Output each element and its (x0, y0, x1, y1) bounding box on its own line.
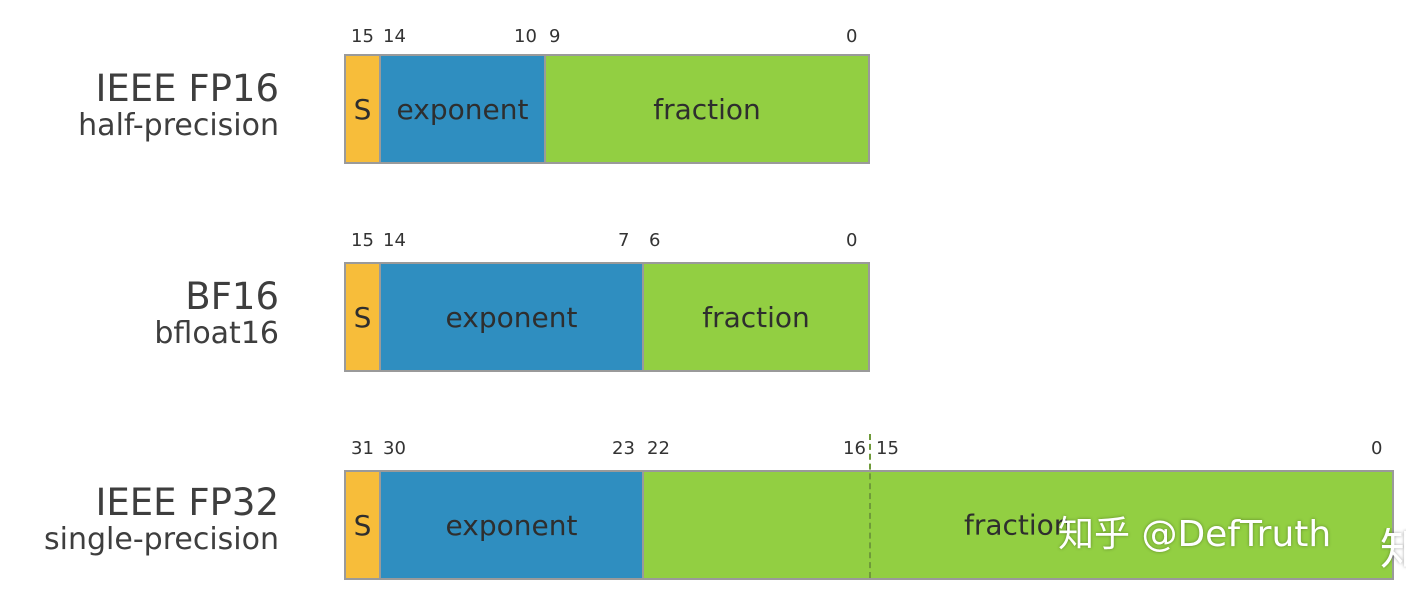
fp32-bit-frac-start: 22 (647, 438, 670, 459)
fp16-bit-frac-end: 0 (846, 26, 858, 47)
bf16-subtitle: bfloat16 (154, 316, 279, 351)
fp16-bit-exp-end: 10 (514, 26, 537, 47)
bf16-name: BF16 (185, 275, 279, 318)
bf16-title: BF16 bfloat16 (154, 278, 279, 349)
fp16-exponent-segment: exponent (381, 56, 546, 162)
bf16-bit-exp-start: 14 (383, 230, 406, 251)
bf16-bit-frac-end: 0 (846, 230, 858, 251)
fp32-fraction-label: fraction (964, 508, 1072, 542)
fp16-bar: S exponent fraction (344, 54, 870, 164)
fp32-name: IEEE FP32 (95, 481, 279, 524)
fp32-bar: S exponent fraction (344, 470, 1394, 580)
bf16-bar: S exponent fraction (344, 262, 870, 372)
fp16-bit-sign: 15 (351, 26, 374, 47)
bf16-bit-exp-end: 7 (618, 230, 630, 251)
fp16-title: IEEE FP16 half-precision (78, 70, 279, 141)
fp32-bit-frac-end: 0 (1371, 438, 1383, 459)
fp32-bit-exp-end: 23 (612, 438, 635, 459)
fp32-bit-sign: 31 (351, 438, 374, 459)
bf16-sign-segment: S (346, 264, 381, 370)
watermark-text: 知乎 @DefTruth (1058, 514, 1332, 555)
bf16-bit-frac-start: 6 (649, 230, 661, 251)
fp32-bit-exp-start: 30 (383, 438, 406, 459)
fp32-title: IEEE FP32 single-precision (44, 484, 279, 555)
fp32-half-divider (869, 434, 871, 578)
bf16-bit-sign: 15 (351, 230, 374, 251)
fp32-exponent-segment: exponent (381, 472, 644, 578)
fp16-bit-frac-start: 9 (549, 26, 561, 47)
bf16-fraction-segment: fraction (644, 264, 868, 370)
fp16-sign-segment: S (346, 56, 381, 162)
watermark-cut-glyph: 知 (1380, 528, 1406, 572)
fp32-fraction-segment: fraction (644, 472, 1392, 578)
fp32-sign-segment: S (346, 472, 381, 578)
fp16-subtitle: half-precision (78, 108, 279, 143)
bf16-exponent-segment: exponent (381, 264, 644, 370)
fp32-bit-mid-lo: 15 (876, 438, 899, 459)
fp16-fraction-segment: fraction (546, 56, 868, 162)
fp16-name: IEEE FP16 (95, 67, 279, 110)
fp32-subtitle: single-precision (44, 522, 279, 557)
fp32-bit-mid-hi: 16 (843, 438, 866, 459)
fp16-bit-exp-start: 14 (383, 26, 406, 47)
